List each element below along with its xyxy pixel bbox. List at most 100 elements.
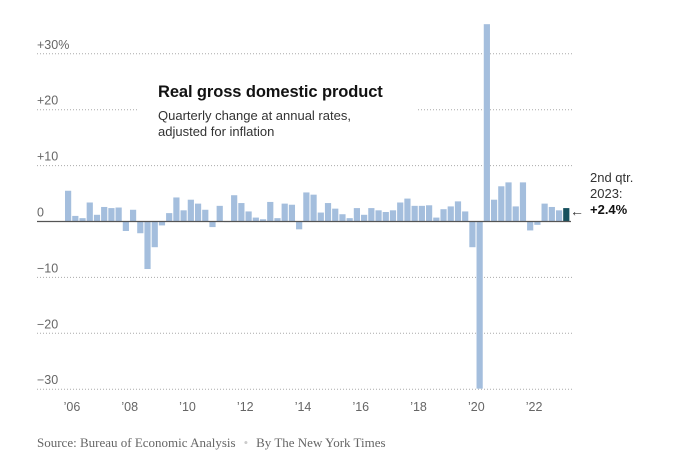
x-axis-labels: ’06 ’08 ’10 ’12 ’14 ’16 ’18 ’20 ’22 <box>64 400 543 414</box>
bar <box>274 218 281 222</box>
bar <box>353 208 360 222</box>
bar <box>108 208 115 222</box>
x-tick-label: ’22 <box>526 400 543 414</box>
bar <box>476 221 483 389</box>
bar <box>288 204 296 222</box>
bar <box>65 190 72 222</box>
bar <box>361 214 368 222</box>
bar <box>238 203 245 222</box>
bar <box>375 210 382 222</box>
y-tick-label: +30% <box>37 38 69 52</box>
bar <box>317 212 324 222</box>
bar <box>454 201 462 222</box>
bar <box>397 202 404 222</box>
bar <box>231 195 238 222</box>
y-tick-label: −10 <box>37 261 58 275</box>
bar <box>433 217 440 222</box>
chart-title: Real gross domestic product <box>158 83 383 101</box>
bar <box>101 206 108 222</box>
bar <box>534 221 541 225</box>
bar <box>447 206 454 222</box>
chart-title-block: Real gross domestic product Quarterly ch… <box>138 80 418 146</box>
bars <box>65 24 570 389</box>
bar <box>303 192 310 222</box>
y-tick-label: −20 <box>37 317 58 331</box>
bar <box>144 221 151 270</box>
source-credit: Source: Bureau of Economic Analysis <box>37 435 236 450</box>
bar <box>324 203 332 222</box>
bar <box>548 206 555 222</box>
bar <box>72 215 79 222</box>
bar <box>252 217 259 222</box>
y-tick-label: −30 <box>37 373 58 387</box>
bar <box>86 202 93 222</box>
bar <box>151 221 158 248</box>
bar <box>469 221 476 248</box>
bar <box>281 203 288 222</box>
bar <box>216 205 223 222</box>
bar <box>541 203 548 222</box>
annotation-value: +2.4% <box>590 202 628 217</box>
bar <box>259 219 267 222</box>
bar <box>505 182 512 222</box>
latest-value-annotation: 2nd qtr. 2023: +2.4% <box>590 170 633 218</box>
bar <box>555 210 563 222</box>
bar <box>180 210 187 222</box>
x-tick-label: ’06 <box>64 400 81 414</box>
bar <box>93 214 101 222</box>
annotation-period: 2nd qtr. <box>590 170 634 185</box>
bar <box>209 221 216 228</box>
bar <box>346 218 353 222</box>
bar <box>483 24 490 222</box>
separator-dot: • <box>243 435 249 450</box>
bar <box>404 198 411 222</box>
bar <box>79 218 86 222</box>
x-tick-label: ’14 <box>295 400 312 414</box>
bar <box>389 210 397 222</box>
bar <box>122 221 129 232</box>
bar <box>245 211 252 222</box>
annotation-year: 2023: <box>590 186 623 201</box>
bar <box>411 205 418 222</box>
bar <box>440 209 447 222</box>
y-axis-labels: +30% +20 +10 0 −10 −20 −30 <box>37 38 69 387</box>
x-tick-label: ’12 <box>237 400 254 414</box>
footer: Source: Bureau of Economic Analysis • By T… <box>37 435 386 451</box>
bar <box>426 205 433 222</box>
bar <box>498 186 505 222</box>
bar <box>310 194 317 222</box>
bar <box>115 207 122 222</box>
bar <box>166 213 173 222</box>
chart-subtitle: Quarterly change at annual rates, adjust… <box>158 108 351 139</box>
bar <box>296 221 303 230</box>
y-tick-label: +10 <box>37 150 58 164</box>
y-tick-label: 0 <box>37 206 44 220</box>
bar <box>382 211 389 222</box>
bar <box>202 209 209 222</box>
bar-highlight <box>563 208 570 222</box>
bar <box>490 199 498 222</box>
bar <box>267 201 274 222</box>
y-tick-label: +20 <box>37 94 58 108</box>
left-arrow-icon: ← <box>570 203 584 219</box>
bar <box>368 208 375 222</box>
x-tick-label: ’18 <box>410 400 427 414</box>
x-tick-label: ’16 <box>352 400 369 414</box>
bar <box>418 205 425 222</box>
bar <box>339 214 346 222</box>
x-tick-label: ’08 <box>121 400 138 414</box>
bar <box>519 182 527 222</box>
x-tick-label: ’10 <box>179 400 196 414</box>
bar <box>462 211 469 222</box>
bar <box>332 208 339 222</box>
bar <box>512 206 519 222</box>
bar <box>527 221 534 231</box>
bar <box>194 203 202 222</box>
bar <box>158 221 166 226</box>
byline: By The New York Times <box>256 435 386 450</box>
bar <box>173 197 180 222</box>
bar <box>129 209 137 222</box>
bar <box>137 221 144 234</box>
x-tick-label: ’20 <box>468 400 485 414</box>
